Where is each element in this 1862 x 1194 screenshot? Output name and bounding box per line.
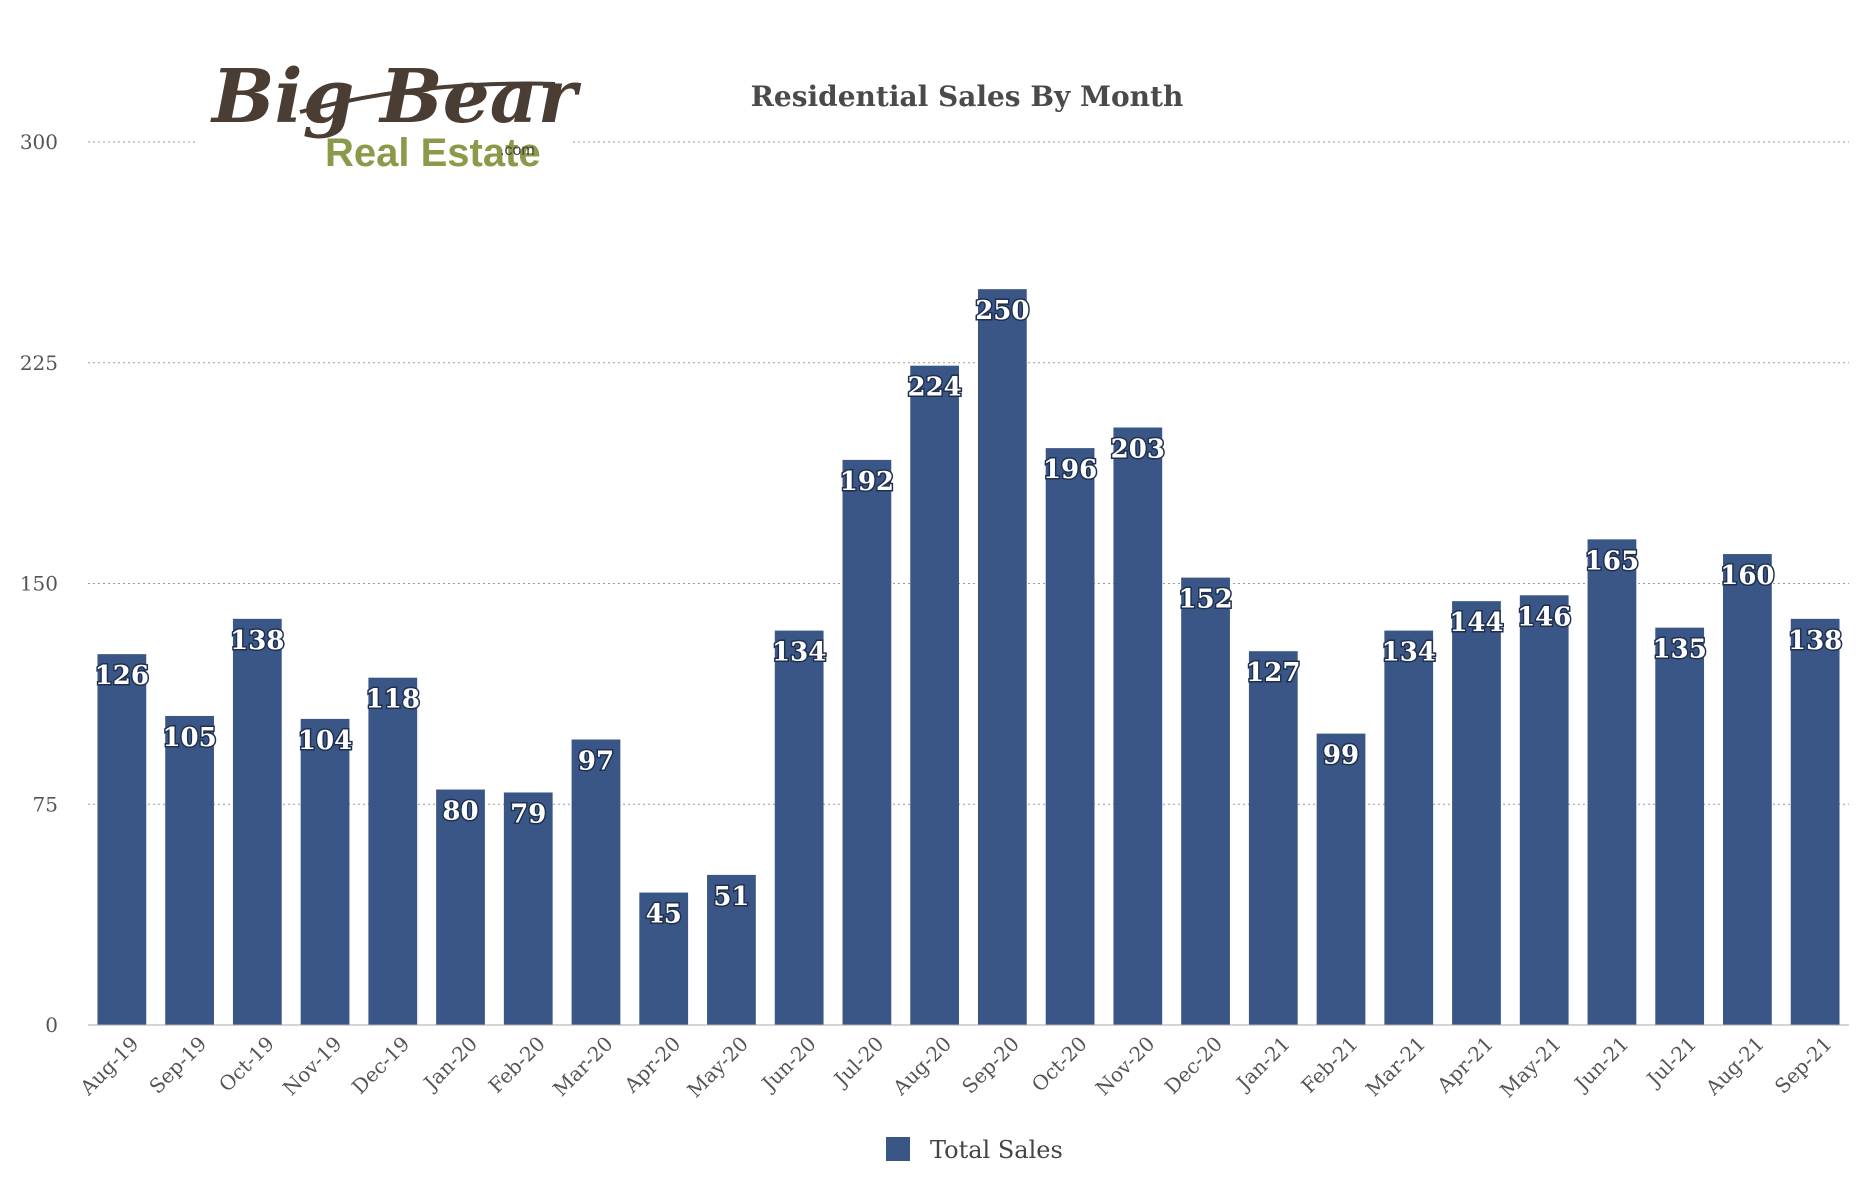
- data-label: 99: [1323, 741, 1359, 771]
- bar-may-21: [1519, 595, 1569, 1025]
- x-tick-label: Aug-19: [75, 1032, 144, 1101]
- logo-line2: Real Estate: [325, 131, 541, 175]
- bar-aug-20: [910, 365, 960, 1025]
- bar-nov-19: [300, 718, 350, 1025]
- y-tick-label: 75: [33, 792, 58, 816]
- bar-may-20: [707, 874, 756, 1025]
- bar-jul-20: [842, 459, 892, 1025]
- bar-dec-19: [368, 677, 418, 1025]
- bar-feb-20: [503, 792, 553, 1025]
- data-label: 138: [1788, 626, 1842, 656]
- x-axis-ticks: Aug-19 Sep-19 Oct-19 Nov-19 Dec-19 Jan-20 Feb-…: [75, 1032, 1837, 1103]
- gridlines: [88, 141, 1849, 805]
- data-label: 203: [1111, 435, 1165, 465]
- x-tick-label: Aug-21: [1700, 1032, 1769, 1101]
- big-bear-real-estate-logo: Big Bear Real Estate .com: [195, 54, 582, 176]
- x-tick-label: Jan-20: [418, 1032, 482, 1096]
- data-label: 192: [840, 467, 894, 497]
- bar-jun-20: [774, 630, 824, 1025]
- x-tick-label: Jan-21: [1230, 1032, 1294, 1096]
- data-label: 134: [772, 638, 826, 668]
- bar-jun-21: [1587, 539, 1637, 1025]
- bar-jan-21: [1248, 651, 1298, 1025]
- bar-jan-20: [436, 789, 485, 1025]
- data-label: 118: [366, 685, 420, 715]
- data-label: 250: [975, 296, 1029, 326]
- bar-aug-19: [97, 654, 147, 1025]
- x-tick-label: Mar-20: [548, 1032, 617, 1101]
- bar-apr-20: [639, 892, 689, 1025]
- x-tick-label: Dec-20: [1160, 1032, 1227, 1099]
- data-label: 165: [1585, 546, 1639, 576]
- y-tick-label: 150: [20, 572, 58, 596]
- data-label: 138: [230, 626, 284, 656]
- bar-nov-20: [1113, 427, 1163, 1026]
- x-tick-label: Apr-21: [1432, 1032, 1498, 1098]
- bar-jul-21: [1655, 627, 1705, 1025]
- bar-oct-20: [1045, 448, 1095, 1025]
- x-tick-label: Sep-20: [957, 1032, 1024, 1099]
- bar-dec-20: [1181, 577, 1230, 1025]
- bar-aug-21: [1723, 554, 1772, 1025]
- y-tick-label: 225: [20, 351, 58, 375]
- bar-apr-21: [1452, 601, 1501, 1025]
- x-tick-label: May-20: [682, 1032, 753, 1103]
- logo-backdrop: [195, 58, 570, 176]
- bar-feb-21: [1316, 733, 1366, 1025]
- x-tick-label: Oct-20: [1027, 1032, 1092, 1097]
- data-label: 80: [442, 797, 478, 827]
- x-tick-label: Oct-19: [214, 1032, 279, 1097]
- chart-title: Residential Sales By Month: [751, 80, 1184, 113]
- data-label: 135: [1653, 635, 1707, 665]
- x-tick-label: Aug-20: [887, 1032, 956, 1101]
- bars: [97, 289, 1840, 1026]
- data-label: 127: [1246, 658, 1300, 688]
- y-tick-label: 300: [20, 130, 58, 154]
- bar-sep-21: [1790, 618, 1840, 1025]
- bar-oct-19: [232, 618, 282, 1025]
- bar-sep-19: [165, 715, 214, 1025]
- legend: Total Sales: [886, 1136, 1063, 1164]
- x-tick-label: May-21: [1495, 1032, 1566, 1103]
- legend-label: Total Sales: [930, 1136, 1063, 1164]
- bar-mar-20: [571, 739, 621, 1025]
- x-tick-label: Sep-19: [144, 1032, 211, 1099]
- x-tick-label: Mar-21: [1361, 1032, 1430, 1101]
- data-label: 224: [907, 373, 961, 403]
- data-label: 126: [95, 661, 149, 691]
- data-label: 45: [646, 900, 682, 930]
- x-tick-label: Jun-20: [756, 1032, 821, 1097]
- data-label: 79: [510, 799, 546, 829]
- data-label: 152: [1178, 585, 1232, 615]
- data-label: 104: [298, 726, 352, 756]
- data-label: 134: [1382, 638, 1436, 668]
- data-label: 51: [713, 882, 749, 912]
- x-tick-label: Dec-19: [347, 1032, 414, 1099]
- logo-swash: [299, 81, 556, 114]
- bar-sep-20: [977, 289, 1027, 1026]
- x-tick-label: Nov-20: [1091, 1032, 1160, 1101]
- y-axis-ticks: 0 75 150 225 300: [20, 130, 58, 1037]
- bar-mar-21: [1384, 630, 1434, 1025]
- x-tick-label: Nov-19: [278, 1032, 347, 1101]
- x-tick-label: Feb-21: [1296, 1032, 1362, 1098]
- y-tick-label: 0: [45, 1013, 58, 1037]
- x-tick-label: Feb-20: [484, 1032, 550, 1098]
- data-label: 160: [1720, 561, 1774, 591]
- data-label: 105: [162, 723, 216, 753]
- x-tick-label: Jun-21: [1568, 1032, 1633, 1097]
- logo-line1: Big Bear: [210, 54, 582, 140]
- data-label: 97: [578, 746, 614, 776]
- legend-swatch: [886, 1137, 910, 1161]
- data-label: 144: [1449, 608, 1503, 638]
- x-tick-label: Sep-21: [1770, 1032, 1837, 1099]
- data-labels: 126 105 138 104 118 80 79 97 45 51 134 192 224 250 196…: [93, 295, 1844, 931]
- data-label: 146: [1517, 602, 1571, 632]
- data-label: 196: [1043, 455, 1097, 485]
- x-tick-label: Apr-20: [619, 1032, 685, 1098]
- logo-suffix: .com: [500, 142, 535, 159]
- x-tick-label: Jul-20: [828, 1032, 888, 1092]
- x-tick-label: Jul-21: [1641, 1032, 1701, 1092]
